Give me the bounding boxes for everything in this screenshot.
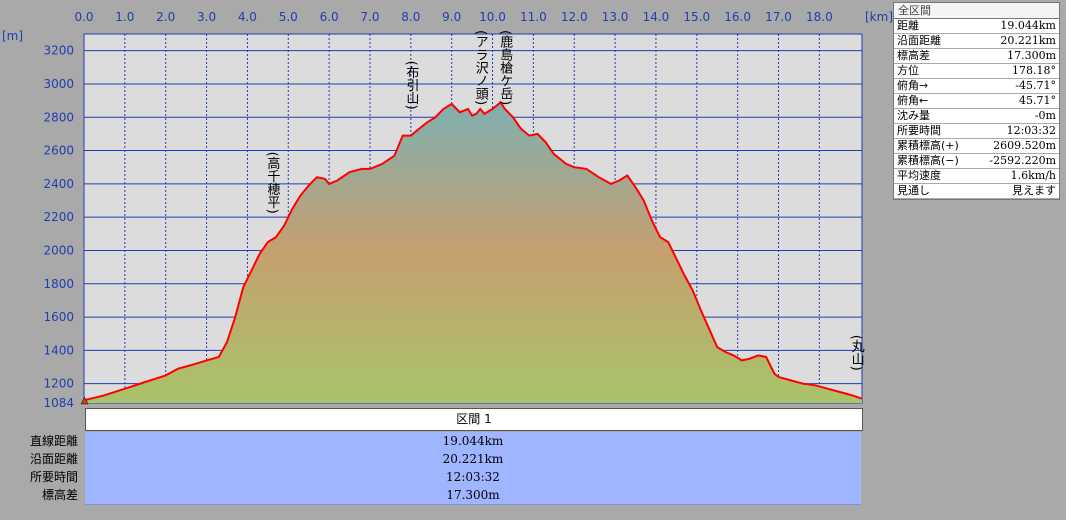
section-row-value: 19.044km [85,432,861,451]
info-value: -2592.220m [973,153,1059,169]
x-tick-label: 5.0 [279,10,298,24]
info-label: 距離 [894,19,974,34]
section-row-label: 標高差 [41,488,78,502]
peak-label: (アラ沢ノ頭) [473,30,489,105]
section-row-label: 沿面距離 [29,452,78,466]
elevation-area [84,102,862,404]
section-row-value: 12:03:32 [85,468,861,487]
x-tick-label: 3.0 [197,10,216,24]
info-label: 俯角→ [894,78,974,94]
info-row: 沿面距離 20.221km [894,33,1059,49]
info-row: 標高差 17.300m [894,48,1059,64]
x-tick-label: 2.0 [156,10,175,24]
info-row: 俯角→ -45.71° [894,78,1059,94]
info-label: 累積標高(−) [894,153,974,169]
y-unit-label: [m] [2,29,23,43]
info-value: 17.300m [973,48,1059,64]
info-value: 178.18° [973,63,1059,79]
x-tick-label: 7.0 [360,10,379,24]
info-row: 方位 178.18° [894,63,1059,79]
info-label: 標高差 [894,48,974,64]
y-tick-label: 1600 [43,310,74,324]
info-label: 累積標高(+) [894,138,974,154]
info-label: 沈み量 [894,108,974,124]
y-tick-label: 1800 [43,277,74,291]
info-value: 20.221km [973,33,1059,49]
x-tick-label: 0.0 [74,10,93,24]
info-label: 沿面距離 [894,33,974,49]
x-unit-label: [km] [865,10,893,24]
x-tick-label: 17.0 [765,10,792,24]
info-row: 見通し 見えます [894,183,1059,199]
info-row: 所要時間 12:03:32 [894,123,1059,139]
info-label: 見通し [894,183,974,199]
info-row: 累積標高(−) -2592.220m [894,153,1059,169]
x-tick-label: 13.0 [602,10,629,24]
info-row: 距離 19.044km [894,19,1059,34]
elevation-profile-chart: 0.0 1.0 2.0 3.0 4.0 5.0 6.0 7.0 8.0 9.0 10.0 11.0 12… [2,10,893,410]
x-tick-label: 11.0 [520,10,547,24]
info-row: 俯角← 45.71° [894,93,1059,109]
section-header: 区間 1 [85,408,863,431]
start-marker [80,396,89,405]
section-row-label: 所要時間 [29,470,78,484]
elevation-line [83,100,863,402]
y-tick-label: 1200 [43,377,74,391]
x-tick-label: 12.0 [561,10,588,24]
x-tick-label: 15.0 [683,10,710,24]
peak-label: (高千穂平) [264,152,280,214]
y-tick-label: 2600 [43,144,74,158]
peak-label: (丸山) [849,335,865,371]
section-row-value: 20.221km [85,450,861,469]
info-value: 2609.520m [973,138,1059,154]
info-label: 所要時間 [894,123,974,139]
info-value: 12:03:32 [973,123,1059,139]
info-panel-header: 全区間 [894,3,1059,19]
peak-label: (布引山) [403,61,419,110]
info-value: 見えます [973,183,1059,199]
x-tick-label: 18.0 [806,10,833,24]
info-row: 沈み量 -0m [894,108,1059,124]
section-row: 標高差 17.300m [0,486,862,505]
info-row: 累積標高(+) 2609.520m [894,138,1059,154]
section-row: 沿面距離 20.221km [0,450,862,469]
x-tick-label: 1.0 [115,10,134,24]
x-tick-label: 16.0 [724,10,751,24]
y-tick-label: 1084 [43,396,74,410]
info-label: 平均速度 [894,168,974,184]
x-tick-label: 9.0 [442,10,461,24]
info-panel: 全区間 距離 19.044km 沿面距離 20.221km 標高差 17.300m 方位 17… [893,2,1060,200]
peak-label: (鹿島槍ケ岳) [497,30,513,105]
info-value: 1.6km/h [973,168,1059,184]
y-tick-label: 2200 [43,210,74,224]
info-value: -0m [973,108,1059,124]
info-label: 俯角← [894,93,974,109]
info-value: -45.71° [973,78,1059,94]
y-tick-label: 3000 [43,77,74,91]
x-tick-label: 10.0 [479,10,506,24]
x-tick-label: 6.0 [320,10,339,24]
y-tick-label: 3200 [43,44,74,58]
y-tick-label: 1400 [43,343,74,357]
y-tick-label: 2400 [43,177,74,191]
info-value: 45.71° [973,93,1059,109]
x-tick-label: 8.0 [401,10,420,24]
info-table: 距離 19.044km 沿面距離 20.221km 標高差 17.300m 方位 178.18… [894,19,1059,199]
y-tick-label: 2000 [43,243,74,257]
info-value: 19.044km [973,19,1059,34]
section-row: 所要時間 12:03:32 [0,468,862,487]
y-tick-label: 2800 [43,110,74,124]
info-label: 方位 [894,63,974,79]
section-row: 直線距離 19.044km [0,432,862,451]
section-row-label: 直線距離 [29,434,78,448]
section-row-value: 17.300m [85,486,861,505]
info-row: 平均速度 1.6km/h [894,168,1059,184]
x-tick-label: 4.0 [238,10,257,24]
x-tick-label: 14.0 [643,10,670,24]
